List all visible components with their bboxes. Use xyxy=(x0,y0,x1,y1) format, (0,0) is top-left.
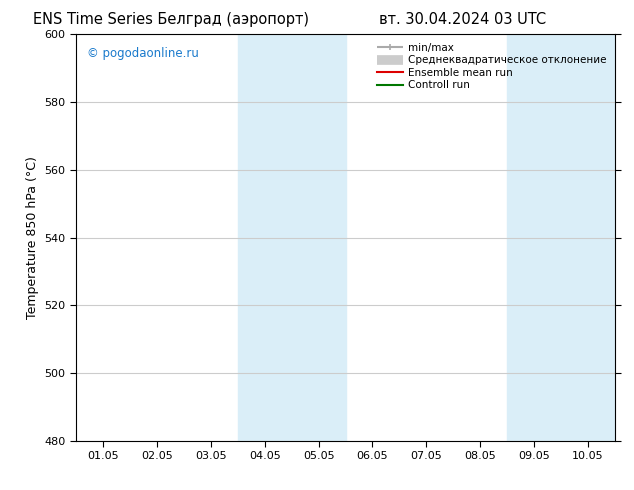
Text: вт. 30.04.2024 03 UTC: вт. 30.04.2024 03 UTC xyxy=(379,12,547,27)
Text: ENS Time Series Белград (аэропорт): ENS Time Series Белград (аэропорт) xyxy=(33,12,309,27)
Bar xyxy=(238,34,346,441)
Text: © pogodaonline.ru: © pogodaonline.ru xyxy=(87,47,198,59)
Legend: min/max, Среднеквадратическое отклонение, Ensemble mean run, Controll run: min/max, Среднеквадратическое отклонение… xyxy=(374,40,610,94)
Bar xyxy=(507,34,615,441)
Y-axis label: Temperature 850 hPa (°C): Temperature 850 hPa (°C) xyxy=(26,156,39,319)
